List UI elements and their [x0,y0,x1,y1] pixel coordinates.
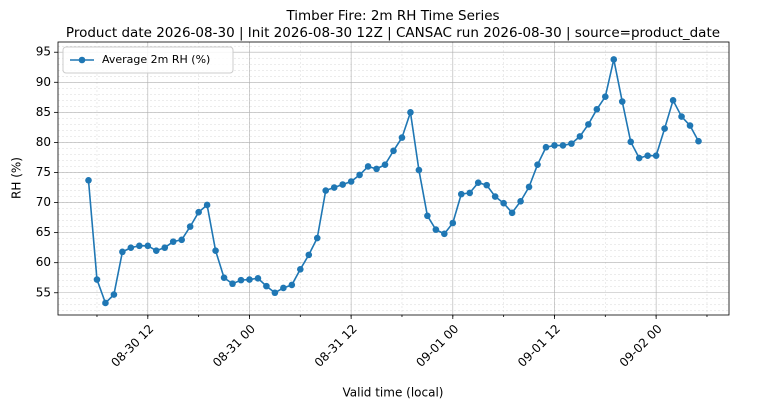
y-tick-label: 95 [36,45,51,59]
chart-title: Timber Fire: 2m RH Time Series [285,8,499,24]
data-point [449,219,457,227]
data-point [644,152,651,159]
data-point [195,208,202,216]
data-point [220,274,228,282]
data-point [695,137,702,145]
x-tick-label: 09-01 12 [515,322,563,370]
y-tick-label: 60 [36,255,51,269]
data-point [432,226,440,233]
data-point [203,201,211,209]
data-point [517,198,524,205]
data-point [169,238,177,245]
data-point [119,248,126,256]
data-point [525,183,533,191]
x-axis-label: Valid time (local) [343,386,444,400]
data-point [339,181,346,188]
data-point [457,190,465,198]
data-point [110,291,118,298]
data-point [212,247,219,254]
y-axis-label: RH (%) [10,157,24,199]
data-point [288,281,296,289]
data-point [178,236,185,244]
data-point [237,276,245,284]
data-point [568,140,575,147]
legend-label: Average 2m RH (%) [102,53,210,66]
y-tick-label: 85 [36,105,51,119]
data-point [102,299,109,307]
y-tick-label: 70 [36,195,51,209]
data-point [491,193,499,200]
data-point [559,142,567,149]
x-tick-label: 09-01 00 [413,322,461,370]
data-point [161,244,169,251]
data-point [441,230,448,238]
x-tick-label: 08-31 12 [312,322,360,370]
data-point [474,179,482,187]
data-point [186,223,194,230]
data-point [381,161,389,168]
x-tick-label: 08-31 00 [210,322,258,370]
data-point [364,163,372,170]
x-tick-label: 09-02 00 [617,322,665,370]
data-point [373,165,380,173]
legend-box [62,46,234,74]
data-point [593,106,601,113]
data-point [542,143,550,151]
data-point [483,181,490,189]
data-point [635,154,643,162]
data-point [508,209,516,217]
data-point [661,125,668,132]
data-point [305,251,313,259]
data-point [652,152,660,159]
data-point [686,122,694,129]
x-tick-label: 08-30 12 [108,322,156,370]
data-point [271,289,279,297]
data-point [127,244,135,251]
plot-frame [57,41,730,316]
data-point [551,142,558,149]
data-point [136,242,143,250]
data-point [627,138,635,146]
data-point [585,121,592,128]
chart-subtitle: Product date 2026-08-30 | Init 2026-08-3… [66,25,720,41]
data-point [398,134,406,141]
y-tick-label: 55 [36,285,51,299]
data-point [280,284,287,292]
data-point [263,282,270,290]
data-point [424,212,431,220]
data-point [356,171,363,179]
data-point [618,98,626,105]
data-point [93,276,101,283]
y-tick-label: 65 [36,225,51,239]
data-point [602,93,609,101]
data-point [390,147,397,155]
y-tick-label: 75 [36,165,51,179]
data-point [322,187,330,194]
data-point [466,189,474,197]
data-point [347,178,355,185]
data-point [407,109,414,116]
y-tick-label: 90 [36,75,51,89]
data-point [330,184,338,191]
data-point [610,56,618,63]
data-point [152,247,160,254]
data-point [85,177,92,184]
data-point [678,113,685,120]
data-point [500,199,507,207]
data-point [534,161,541,168]
data-point [229,280,236,288]
y-tick-label: 80 [36,135,51,149]
legend-marker [78,56,86,64]
data-point [669,97,677,104]
data-point [313,234,321,242]
data-point [246,276,253,283]
data-point [415,166,423,174]
data-point [254,275,262,282]
data-point [576,133,584,140]
data-point [144,242,152,250]
data-point [297,265,304,273]
